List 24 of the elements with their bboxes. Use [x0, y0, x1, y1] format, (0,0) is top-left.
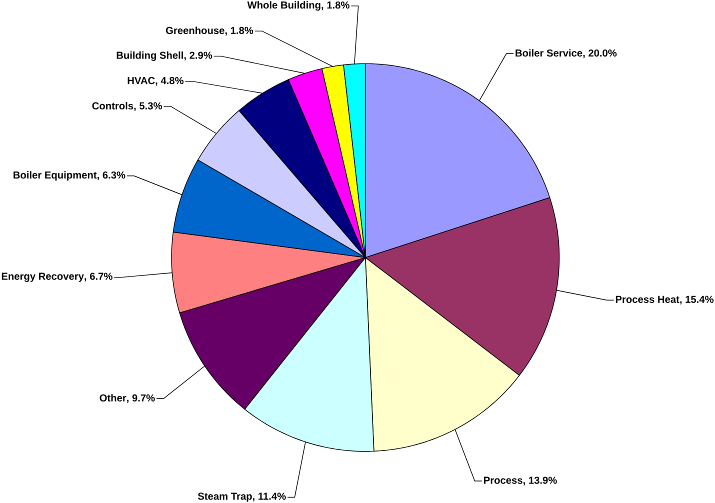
data-label: , 1.8%: [225, 26, 254, 36]
data-label: , 13.9%: [523, 476, 557, 486]
data-label: , 1.8%: [322, 1, 350, 10]
slice-label: HVAC: [128, 77, 155, 84]
slice-label: Controls: [92, 102, 134, 110]
data-label: , 4.8%: [156, 77, 184, 86]
slice-label: Boiler Equipment: [14, 171, 97, 181]
data-label: , 6.7%: [84, 272, 112, 282]
slice-label: Whole Building: [247, 1, 320, 11]
data-label: , 20.0%: [583, 49, 617, 58]
slice-label: Process Heat: [616, 296, 680, 303]
slice-label: Greenhouse: [166, 26, 224, 34]
slice-label: Building Shell: [116, 51, 183, 61]
data-label: , 6.3%: [97, 171, 126, 180]
slice-label: Process: [484, 476, 522, 484]
data-label: , 5.3%: [134, 102, 162, 111]
slice-label: Boiler Service: [516, 49, 582, 57]
data-label: , 2.9%: [184, 52, 212, 60]
slice-label: Other: [100, 394, 126, 402]
data-label: , 9.7%: [127, 394, 155, 403]
slice-label: Energy Recovery: [2, 272, 84, 282]
data-label: , 15.4%: [680, 296, 714, 304]
data-label: , 11.4%: [252, 492, 286, 502]
slice-label: Steam Trap: [198, 492, 252, 502]
